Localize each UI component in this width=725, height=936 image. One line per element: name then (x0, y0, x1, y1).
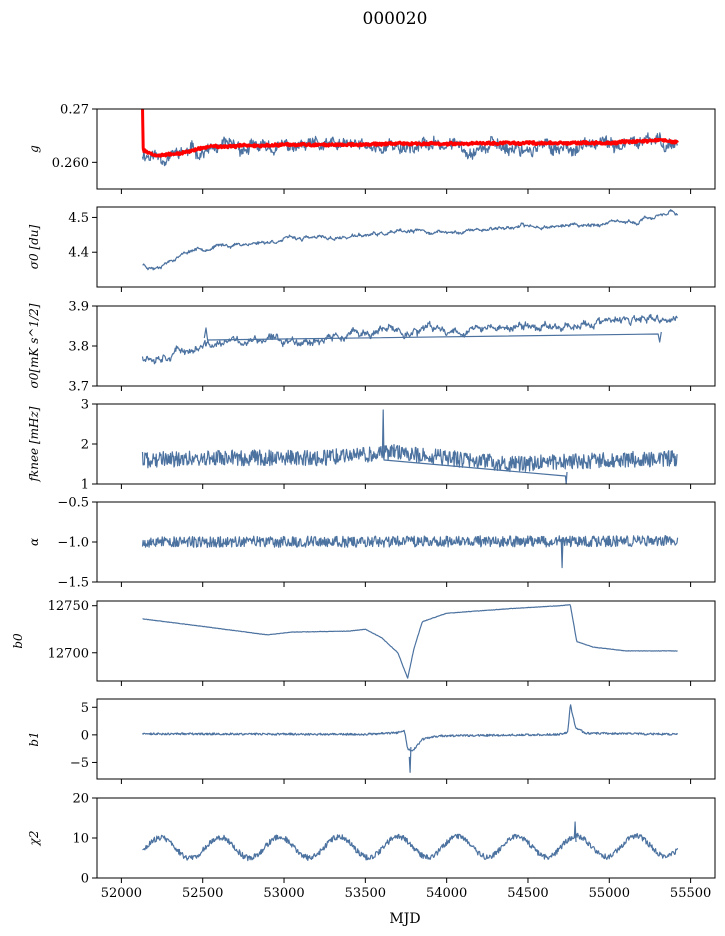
subplot-1: 0.260 0.27 g (27, 103, 716, 194)
y-tick-label: 10 (72, 832, 89, 847)
y-axis-label: σ0[mK s^1/2] (27, 303, 41, 388)
series-line-1 (142, 209, 679, 271)
axes-frame (96, 403, 716, 485)
y-axis-label: σ0 [du] (27, 224, 41, 269)
series-line-2 (560, 540, 564, 569)
series-line-1 (142, 604, 678, 679)
y-tick-label: 0 (81, 872, 89, 887)
series-line-2 (573, 821, 577, 843)
plot-area (141, 409, 678, 484)
y-tick-label: −1.0 (57, 536, 89, 551)
y-tick-label: 1 (81, 478, 89, 493)
axes-frame (96, 206, 716, 288)
series-line-1 (141, 444, 678, 473)
x-tick-label: 52500 (182, 886, 223, 901)
y-axis-label: χ2 (27, 831, 41, 847)
y-tick-label: 4.4 (68, 246, 89, 261)
axes-frame (96, 600, 716, 682)
x-tick-label: 55500 (670, 886, 711, 901)
y-tick-label: −0.5 (57, 496, 89, 511)
axes-frame (96, 797, 716, 879)
plot-area (142, 209, 679, 271)
y-tick-label: 3.7 (68, 380, 89, 395)
series-line-1 (141, 132, 679, 167)
y-tick-label: −1.5 (57, 576, 89, 591)
y-tick-label: 4.5 (68, 211, 89, 226)
series-line-3 (141, 109, 146, 154)
x-tick-label: 54500 (507, 886, 548, 901)
x-axis-label: MJD (389, 911, 420, 927)
x-tick-label: 53000 (263, 886, 304, 901)
plot-area (142, 704, 679, 773)
series-line-2 (203, 327, 662, 343)
y-axis-label: b1 (27, 731, 41, 746)
plot-area (141, 109, 679, 167)
y-tick-label: 20 (72, 792, 89, 807)
subplot-5: −1.5 −1.0 −0.5 α (27, 496, 716, 591)
series-line-2 (408, 746, 412, 773)
y-tick-label: 12750 (48, 599, 89, 614)
y-axis-label: α (27, 538, 41, 546)
plot-area (142, 604, 678, 679)
y-tick-label: 0.260 (52, 156, 89, 171)
y-tick-label: 3 (81, 398, 89, 413)
axes-frame (96, 305, 716, 387)
y-tick-label: 3.8 (68, 340, 89, 355)
plot-area (141, 535, 679, 569)
y-tick-label: 3.9 (68, 300, 89, 315)
series-line-2 (381, 409, 568, 484)
y-tick-label: −5 (70, 756, 89, 771)
x-tick-label: 54000 (426, 886, 467, 901)
y-axis-label: fknee [mHz] (27, 406, 41, 482)
axes-frame (96, 108, 716, 190)
subplot-3: 3.7 3.8 3.9 σ0[mK s^1/2] (27, 300, 716, 395)
series-line-1 (141, 535, 679, 548)
y-tick-label: 0 (81, 728, 89, 743)
subplot-2: 4.4 4.5 σ0 [du] (27, 206, 716, 292)
series-line-1 (142, 832, 679, 862)
subplot-grid: 0.260 0.27 g 4.4 4.5 σ0 [du] 3.7 3.8 3.9 σ0[mK s^… (11, 103, 716, 901)
y-axis-label: g (27, 145, 41, 153)
y-tick-label: 5 (81, 701, 89, 716)
x-tick-label: 52000 (101, 886, 142, 901)
series-line-2 (141, 137, 679, 158)
y-tick-label: 0.27 (60, 103, 89, 118)
x-tick-label: 53500 (345, 886, 386, 901)
x-tick-label: 55000 (589, 886, 630, 901)
subplot-4: 1 2 3 fknee [mHz] (27, 398, 716, 493)
series-line-1 (141, 313, 678, 365)
subplot-7: −5 0 5 b1 (27, 698, 716, 784)
y-tick-label: 2 (81, 438, 89, 453)
subplot-8: 0 10 20 χ2 52000 52500 53000 53500 54000 54500 550… (27, 792, 716, 901)
plot-area (141, 313, 678, 365)
plot-area (142, 821, 679, 862)
figure-title: 000020 (363, 9, 428, 29)
axes-frame (96, 698, 716, 780)
series-line-1 (142, 704, 679, 752)
subplot-6: 12700 12750 b0 (11, 599, 716, 686)
y-axis-label: b0 (11, 633, 25, 649)
y-tick-label: 12700 (48, 646, 89, 661)
